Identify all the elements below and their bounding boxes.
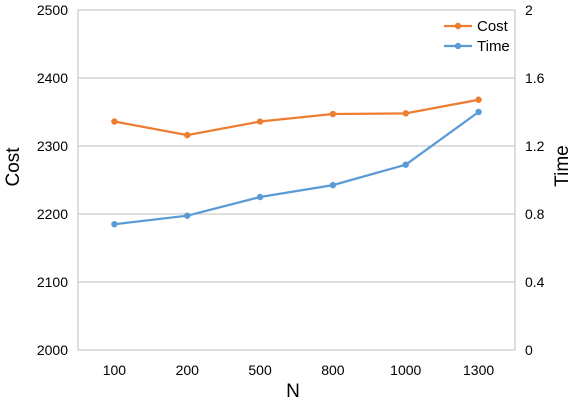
time-point — [329, 181, 337, 189]
x-tick-label: 500 — [248, 362, 272, 378]
cost-point — [184, 131, 191, 139]
left-axis-ticks: 2000 2100 2200 2300 2400 2500 — [37, 2, 68, 358]
y-tick-label: 2200 — [37, 206, 68, 222]
time-line — [114, 111, 480, 226]
cost-point — [402, 110, 409, 117]
y-tick-label: 2000 — [37, 342, 68, 358]
time-legend-marker — [454, 42, 462, 50]
y-axis-title: Cost — [3, 147, 24, 187]
y2-tick-label: 1.2 — [525, 138, 545, 154]
x-tick-label: 800 — [321, 362, 345, 378]
y2-tick-label: 0.8 — [525, 206, 545, 222]
cost-point — [256, 118, 264, 125]
y-tick-label: 2300 — [37, 138, 68, 154]
y2-tick-label: 1.6 — [525, 70, 545, 86]
y2-axis-title: Time — [552, 145, 573, 187]
x-tick-label: 200 — [176, 362, 200, 378]
x-axis-title: N — [286, 381, 300, 402]
cost-legend-marker — [454, 22, 462, 30]
y2-tick-label: 0 — [525, 342, 533, 358]
legend: Cost Time — [444, 18, 510, 55]
y-tick-label: 2500 — [37, 2, 68, 18]
cost-point — [111, 118, 118, 125]
y-tick-label: 2100 — [37, 274, 68, 290]
time-point — [402, 161, 409, 168]
cost-legend-label: Cost — [477, 18, 509, 35]
y2-tick-label: 0.4 — [525, 274, 545, 290]
y2-tick-label: 2 — [525, 2, 533, 18]
cost-line — [114, 98, 479, 137]
cost-point — [475, 96, 482, 103]
right-axis-ticks: 0 0.4 0.8 1.2 1.6 2 — [525, 2, 545, 358]
series-lines — [111, 96, 482, 228]
x-tick-label: 100 — [103, 362, 127, 378]
time-point — [256, 193, 264, 201]
x-tick-label: 1000 — [390, 362, 421, 378]
x-tick-label: 1300 — [463, 362, 494, 378]
gridlines — [77, 9, 516, 351]
time-legend-label: Time — [477, 38, 510, 55]
cost-point — [329, 110, 337, 118]
time-point — [475, 108, 482, 116]
plot-frame — [77, 9, 516, 351]
time-point — [184, 212, 191, 219]
y-tick-label: 2400 — [37, 70, 68, 86]
x-axis-ticks: 100 200 500 800 1000 1300 — [103, 362, 495, 378]
time-point — [111, 221, 118, 228]
